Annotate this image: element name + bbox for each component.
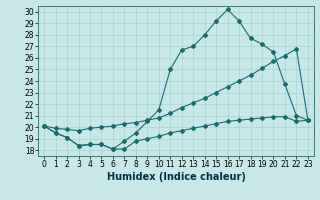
X-axis label: Humidex (Indice chaleur): Humidex (Indice chaleur) (107, 172, 245, 182)
